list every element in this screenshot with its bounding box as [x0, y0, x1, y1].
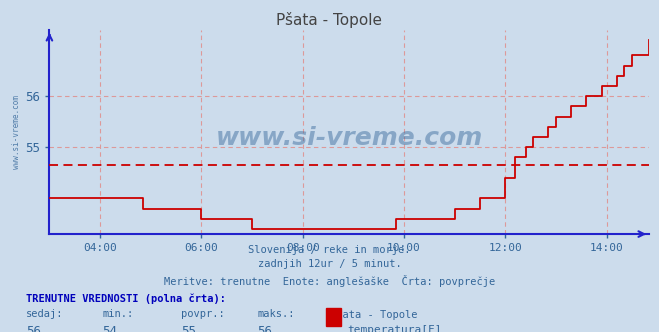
Text: povpr.:: povpr.: [181, 309, 225, 319]
Text: 55: 55 [181, 325, 196, 332]
Text: sedaj:: sedaj: [26, 309, 64, 319]
Text: www.si-vreme.com: www.si-vreme.com [12, 95, 21, 169]
Text: Pšata - Topole: Pšata - Topole [330, 309, 417, 320]
Text: 56: 56 [257, 325, 272, 332]
Text: Slovenija / reke in morje.
zadnjih 12ur / 5 minut.
Meritve: trenutne  Enote: ang: Slovenija / reke in morje. zadnjih 12ur … [164, 245, 495, 287]
Text: 56: 56 [26, 325, 42, 332]
Text: min.:: min.: [102, 309, 133, 319]
Text: temperatura[F]: temperatura[F] [347, 325, 442, 332]
Text: www.si-vreme.com: www.si-vreme.com [215, 126, 483, 150]
Text: 54: 54 [102, 325, 117, 332]
Text: Pšata - Topole: Pšata - Topole [277, 12, 382, 28]
Text: TRENUTNE VREDNOSTI (polna črta):: TRENUTNE VREDNOSTI (polna črta): [26, 294, 226, 304]
Text: maks.:: maks.: [257, 309, 295, 319]
